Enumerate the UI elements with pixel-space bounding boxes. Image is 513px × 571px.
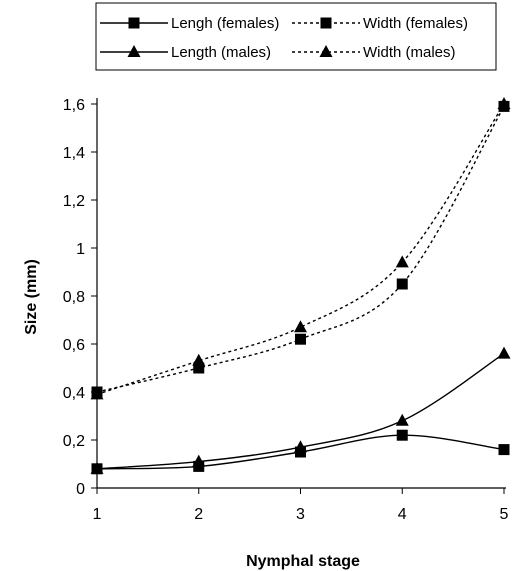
y-tick-label: 0,6 bbox=[63, 337, 85, 354]
x-axis-title: Nymphal stage bbox=[246, 553, 360, 570]
data-point bbox=[294, 320, 307, 333]
legend-label: Length (males) bbox=[171, 44, 271, 61]
y-tick-label: 1,2 bbox=[63, 193, 85, 210]
data-point bbox=[497, 346, 511, 359]
data-point bbox=[497, 97, 511, 109]
y-tick-label: 0,8 bbox=[63, 289, 85, 306]
x-tick-label: 1 bbox=[93, 506, 102, 523]
legend-marker bbox=[128, 17, 140, 29]
x-tick-label: 2 bbox=[194, 506, 203, 523]
legend-box bbox=[95, 2, 497, 71]
legend-label: Lengh (females) bbox=[171, 15, 279, 32]
data-point bbox=[90, 461, 104, 474]
data-point bbox=[193, 362, 205, 374]
x-tick-label: 5 bbox=[500, 506, 509, 523]
series-line-4 bbox=[96, 103, 505, 396]
y-tick-label: 1 bbox=[76, 241, 85, 258]
legend-marker bbox=[319, 45, 333, 57]
legend: Lengh (females) Width (females) Length (ma… bbox=[95, 2, 497, 71]
plot-area: 0 0,2 0,4 0,6 0,8 1 1,2 1,4 1,6 1 2 3 4 5 bbox=[63, 97, 511, 523]
data-point bbox=[396, 278, 408, 290]
y-tick-label: 0,4 bbox=[63, 385, 85, 402]
data-point bbox=[396, 429, 408, 441]
y-tick-label: 1,6 bbox=[63, 97, 85, 114]
y-axis-title: Size (mm) bbox=[23, 259, 40, 335]
y-tick-label: 0 bbox=[76, 481, 85, 498]
data-point bbox=[90, 387, 104, 400]
data-point bbox=[395, 413, 409, 426]
y-tick-label: 0,2 bbox=[63, 433, 85, 450]
legend-marker bbox=[127, 45, 141, 57]
legend-marker bbox=[320, 17, 332, 29]
data-point bbox=[395, 255, 409, 268]
data-point bbox=[498, 444, 510, 456]
legend-label: Width (females) bbox=[363, 15, 468, 32]
x-tick-label: 4 bbox=[398, 506, 407, 523]
legend-label: Width (males) bbox=[363, 44, 456, 61]
series-line-2 bbox=[96, 106, 505, 393]
data-point bbox=[294, 440, 307, 453]
y-tick-label: 1,4 bbox=[63, 145, 85, 162]
x-tick-label: 3 bbox=[296, 506, 305, 523]
data-point bbox=[192, 353, 206, 366]
data-point bbox=[192, 454, 206, 467]
data-point bbox=[295, 333, 306, 345]
